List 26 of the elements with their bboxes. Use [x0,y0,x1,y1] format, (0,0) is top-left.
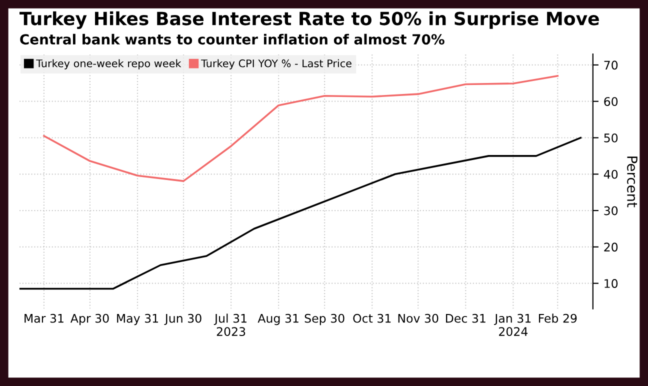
x-tick-label: Jan 31 2024 [494,314,531,336]
x-tick-label: Nov 30 [398,314,438,323]
chart-title: Turkey Hikes Base Interest Rate to 50% in Surprise Move [20,11,599,29]
y-tick-label: 60 [604,97,618,106]
x-tick-label: Aug 31 [258,314,298,326]
x-tick-label: Sep 30 [304,314,344,326]
line-series [43,74,559,182]
y-tick-label: 70 [604,60,618,70]
x-tick-label: Oct 31 [353,314,391,323]
y-tick-label: 20 [604,242,618,252]
x-tick-label: May 31 [117,314,158,326]
y-tick-label: 40 [604,170,618,179]
x-tick-label: Jun 30 [164,314,202,325]
y-tick-label: 10 [604,279,618,288]
y-tick-label: 30 [604,206,618,216]
x-tick-label: Dec 31 [446,314,486,323]
x-tick-label: Jul 31 2023 [214,314,246,336]
line-series [19,136,582,290]
x-tick-label: Feb 29 [538,314,577,323]
legend-label: Turkey one-week repo week [36,59,182,70]
x-tick-label: Apr 30 [70,314,109,326]
y-axis-title: Percent [627,156,638,208]
legend-label: Turkey CPI YOY % - Last Price [201,59,352,70]
chart-subtitle: Central bank wants to counter inflation of almost 70% [20,34,444,45]
y-tick-label: 50 [604,133,618,142]
x-tick-label: Mar 31 [24,314,64,323]
